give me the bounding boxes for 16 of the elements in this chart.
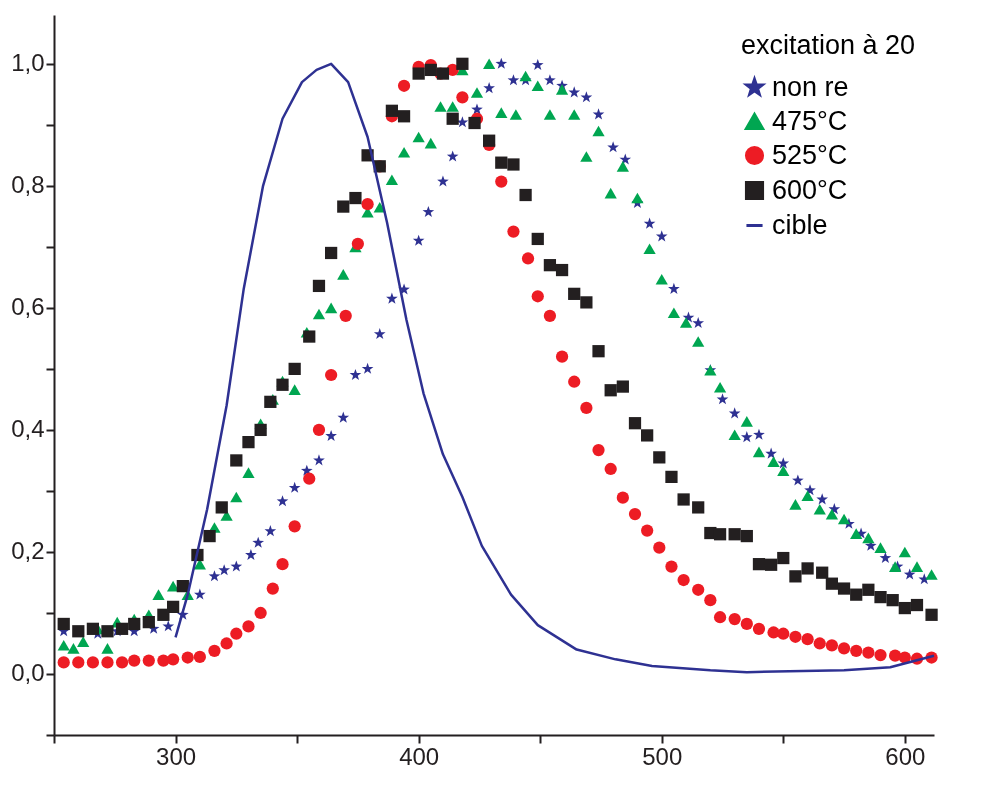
legend-title: excitation à 20 bbox=[741, 30, 916, 60]
y-tick-label: 0,0 bbox=[11, 659, 45, 687]
x-tick-label: 300 bbox=[156, 742, 197, 770]
legend-label: 475°C bbox=[772, 105, 848, 136]
y-tick-label: 0,4 bbox=[11, 415, 45, 443]
legend-label: 525°C bbox=[772, 139, 848, 170]
y-tick-label: 0,6 bbox=[11, 293, 45, 321]
legend-label: 600°C bbox=[772, 174, 848, 205]
x-tick-label: 600 bbox=[885, 742, 926, 770]
x-tick-label: 500 bbox=[642, 742, 683, 770]
y-tick-label: 1,0 bbox=[11, 49, 45, 77]
x-tick-label: 400 bbox=[399, 742, 440, 770]
legend-label: cible bbox=[772, 209, 828, 240]
y-tick-label: 0,8 bbox=[11, 171, 45, 199]
legend-label: non re bbox=[772, 71, 849, 102]
y-tick-label: 0,2 bbox=[11, 537, 45, 565]
